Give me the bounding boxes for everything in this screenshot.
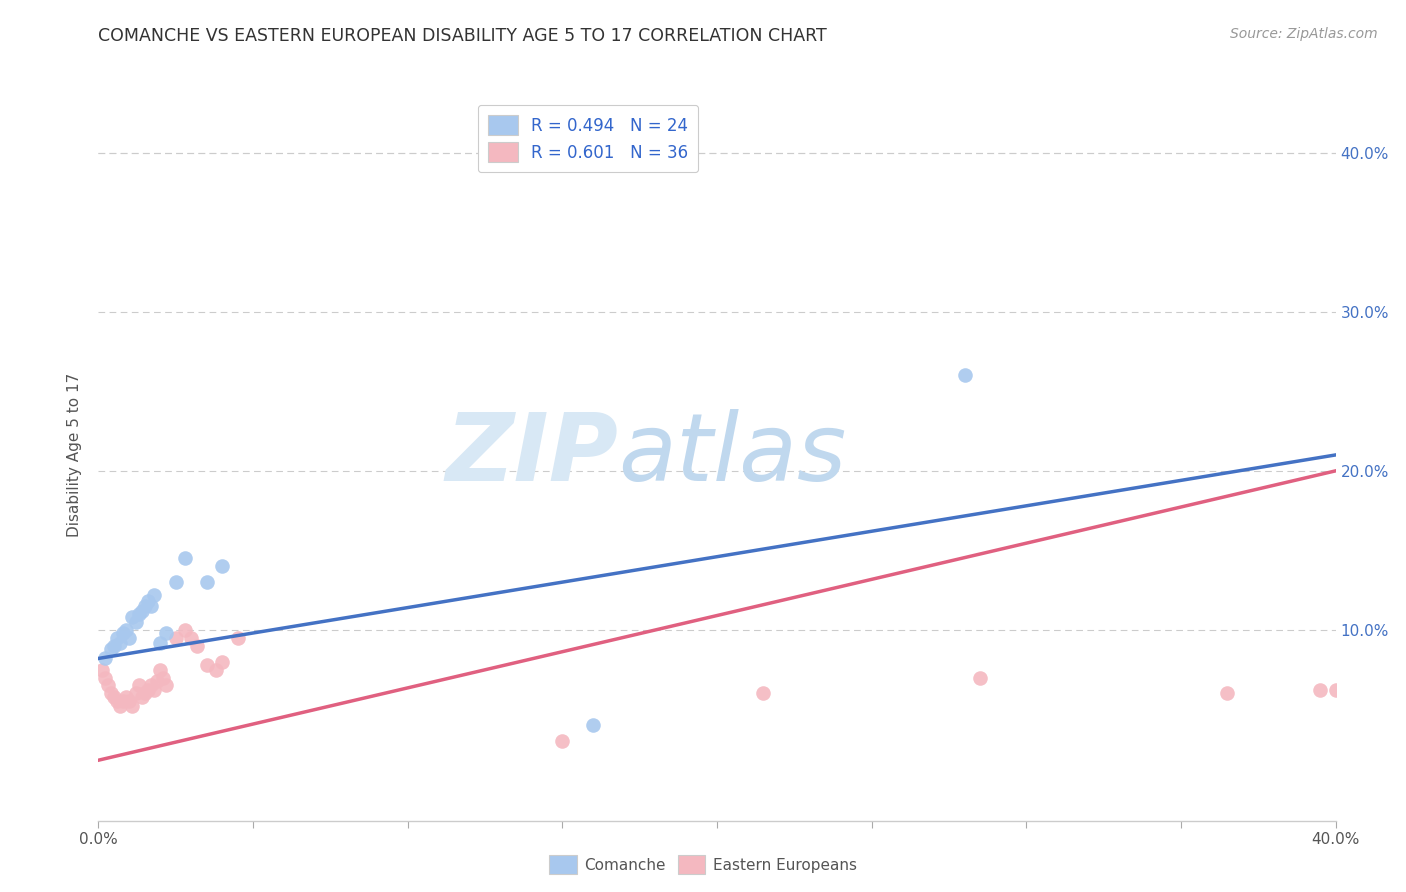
Point [131, 604, 153, 618]
Point [118, 631, 141, 645]
Point [93, 651, 115, 665]
Point [1309, 683, 1331, 698]
Point [115, 623, 138, 637]
Point [205, 663, 228, 677]
Point [1216, 686, 1239, 700]
Point [226, 631, 249, 645]
Point [121, 610, 143, 624]
Point [165, 575, 187, 590]
Point [1324, 683, 1347, 698]
Point [165, 631, 187, 645]
Point [128, 678, 150, 692]
Text: COMANCHE VS EASTERN EUROPEAN DISABILITY AGE 5 TO 17 CORRELATION CHART: COMANCHE VS EASTERN EUROPEAN DISABILITY … [98, 27, 827, 45]
Point [134, 599, 156, 613]
Point [211, 559, 233, 574]
Point [139, 599, 162, 613]
Point [115, 690, 138, 704]
Point [152, 671, 174, 685]
Point [97, 678, 120, 692]
Point [136, 594, 159, 608]
Point [174, 623, 197, 637]
Point [155, 678, 177, 692]
Text: atlas: atlas [619, 409, 846, 500]
Point [195, 575, 218, 590]
Text: Source: ZipAtlas.com: Source: ZipAtlas.com [1230, 27, 1378, 41]
Point [149, 663, 172, 677]
Point [180, 631, 202, 645]
Point [108, 635, 131, 649]
Text: ZIP: ZIP [446, 409, 619, 501]
Point [143, 683, 166, 698]
Point [149, 635, 172, 649]
Point [195, 657, 218, 672]
Point [112, 694, 135, 708]
Point [124, 615, 146, 629]
Point [186, 639, 208, 653]
Point [211, 655, 233, 669]
Point [128, 607, 150, 621]
Point [93, 671, 115, 685]
Point [139, 678, 162, 692]
Point [105, 631, 128, 645]
Y-axis label: Disability Age 5 to 17: Disability Age 5 to 17 [67, 373, 83, 537]
Point [90, 663, 112, 677]
Point [136, 683, 159, 698]
Point [100, 686, 122, 700]
Point [551, 734, 574, 748]
Point [143, 588, 166, 602]
Point [131, 690, 153, 704]
Point [124, 686, 146, 700]
Point [134, 686, 156, 700]
Point [121, 699, 143, 714]
Point [103, 690, 125, 704]
Point [969, 671, 991, 685]
Point [108, 699, 131, 714]
Point [155, 626, 177, 640]
Point [118, 694, 141, 708]
Point [100, 641, 122, 656]
Point [112, 626, 135, 640]
Legend: R = 0.494   N = 24, R = 0.601   N = 36: R = 0.494 N = 24, R = 0.601 N = 36 [478, 105, 699, 172]
Point [174, 551, 197, 566]
Point [103, 639, 125, 653]
Point [953, 368, 976, 383]
Point [146, 673, 169, 688]
Point [752, 686, 775, 700]
Point [105, 694, 128, 708]
Point [582, 718, 605, 732]
Legend: Comanche, Eastern Europeans: Comanche, Eastern Europeans [543, 849, 863, 880]
